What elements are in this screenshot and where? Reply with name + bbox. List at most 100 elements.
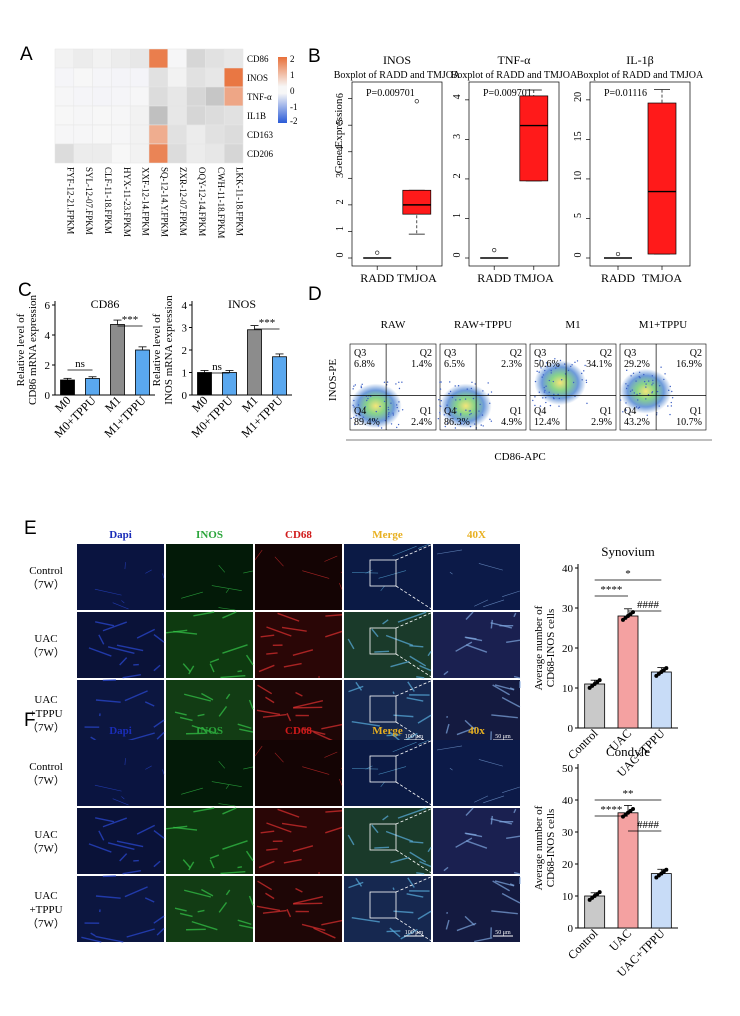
- microscopy-texture: [248, 895, 254, 906]
- microscopy-texture: [145, 765, 152, 770]
- microscopy-texture: [156, 731, 165, 740]
- flow-event: [583, 370, 585, 372]
- microscopy-row-label: （7W）: [27, 578, 65, 591]
- flow-event: [619, 399, 622, 401]
- heatmap-sample-label: SYL-12-07.FPKM: [84, 167, 94, 235]
- flow-event: [538, 391, 541, 393]
- microscopy-texture: [324, 751, 338, 758]
- flow-event: [362, 416, 365, 419]
- flow-event: [387, 408, 390, 411]
- boxplot-tick-label: 4: [452, 94, 463, 99]
- flow-event: [398, 387, 401, 390]
- heatmap-cell: [129, 124, 150, 145]
- microscopy-texture: [464, 832, 477, 836]
- flow-event: [472, 397, 475, 400]
- heatmap-gene-label: INOS: [247, 73, 268, 83]
- flow-quadrant-q2-value: 1.4%: [411, 359, 432, 370]
- bar: [272, 356, 287, 396]
- microscopy-texture: [153, 915, 165, 924]
- bar-y-tick-label: 20: [562, 643, 574, 655]
- flow-event: [549, 404, 552, 407]
- microscopy-texture: [302, 570, 330, 579]
- heatmap-cell: [111, 48, 131, 69]
- flow-event: [482, 425, 484, 427]
- flow-event: [671, 397, 674, 399]
- microscopy-texture: [262, 713, 287, 718]
- flow-event: [439, 388, 442, 390]
- flow-event: [632, 372, 635, 375]
- microscopy-texture: [339, 582, 343, 590]
- heatmap: CD86 INOS TNF-α IL1B CD163 CD206 FYF-12-21.FPK…: [54, 48, 274, 238]
- microscopy-row-label: UAC: [34, 890, 57, 902]
- microscopy-texture: [355, 877, 363, 887]
- microscopy-texture: [409, 655, 427, 667]
- flow-event: [534, 396, 536, 398]
- microscopy-texture: [509, 883, 515, 887]
- microscopy-texture: [352, 768, 379, 770]
- microscopy-column-header: Dapi: [109, 529, 132, 541]
- microscopy-texture: [465, 807, 474, 816]
- microscopy-texture: [81, 936, 102, 943]
- flow-event: [671, 390, 673, 393]
- microscopy-texture: [474, 795, 489, 803]
- flow-event: [645, 383, 647, 385]
- significance-label: ***: [122, 314, 139, 326]
- flow-event: [625, 409, 627, 411]
- microscopy-texture: [95, 895, 121, 899]
- flow-event: [550, 372, 552, 374]
- heatmap-cell: [186, 48, 206, 69]
- microscopy-texture: [237, 723, 252, 729]
- zoom-line: [395, 679, 434, 697]
- flow-event: [401, 409, 404, 411]
- bar: [110, 324, 125, 396]
- microscopy-texture: [153, 633, 165, 643]
- heatmap-cell: [186, 67, 206, 88]
- microscopy-texture: [94, 784, 122, 792]
- flow-event: [454, 385, 456, 387]
- boxplot-pvalue: P=0.009701: [483, 88, 532, 99]
- microscopy-texture: [436, 549, 463, 555]
- flow-quadrant-q4: Q4: [354, 406, 366, 417]
- flow-quadrant-q2-value: 16.9%: [676, 359, 702, 370]
- microscopy-texture: [184, 693, 212, 702]
- bar-y-tick-label: 2: [182, 345, 188, 357]
- bar-y-tick-label: 0: [568, 723, 574, 735]
- flow-event: [638, 376, 640, 378]
- flow-event: [437, 417, 440, 420]
- microscopy-row-label: （7W）: [27, 842, 65, 855]
- flow-event: [585, 381, 588, 384]
- heatmap-cell: [205, 143, 225, 164]
- boxplot-tick-label: 2: [335, 199, 346, 204]
- microscopy-texture: [201, 888, 214, 897]
- heatmap-cell: [186, 105, 206, 126]
- heatmap-cell: [129, 105, 150, 126]
- heatmap-cell: [54, 86, 75, 107]
- zoom-line: [395, 875, 434, 893]
- flow-event: [401, 381, 403, 383]
- flow-event: [398, 381, 400, 383]
- microscopy-column-header: Dapi: [109, 725, 132, 737]
- microscopy-texture: [162, 573, 165, 579]
- microscopy-texture: [245, 654, 254, 666]
- microscopy-texture: [293, 706, 323, 709]
- heatmap-cell: [111, 105, 131, 126]
- boxplot-tick-label: 1: [335, 226, 346, 231]
- boxplot-box-tmjoa: [647, 102, 677, 255]
- flow-event: [651, 392, 653, 394]
- flow-quadrant-q3: Q3: [624, 348, 636, 359]
- flow-event: [656, 412, 658, 414]
- boxplot-subtitle: Boxplot of RADD and TMJOA: [577, 70, 704, 81]
- significance-label: ***: [259, 317, 276, 329]
- flow-event: [574, 361, 576, 364]
- flow-event: [371, 419, 374, 421]
- flow-event: [668, 389, 670, 392]
- bar: [85, 378, 100, 396]
- flow-quadrant-q1: Q1: [690, 406, 702, 417]
- flow-event: [652, 382, 654, 384]
- microscopy-image: [77, 876, 164, 942]
- flow-plot-title: RAW: [381, 319, 406, 331]
- heatmap-cell: [92, 86, 112, 107]
- flow-event: [383, 400, 386, 403]
- flow-event: [545, 385, 547, 387]
- flow-quadrant-q3-value: 29.2%: [624, 359, 650, 370]
